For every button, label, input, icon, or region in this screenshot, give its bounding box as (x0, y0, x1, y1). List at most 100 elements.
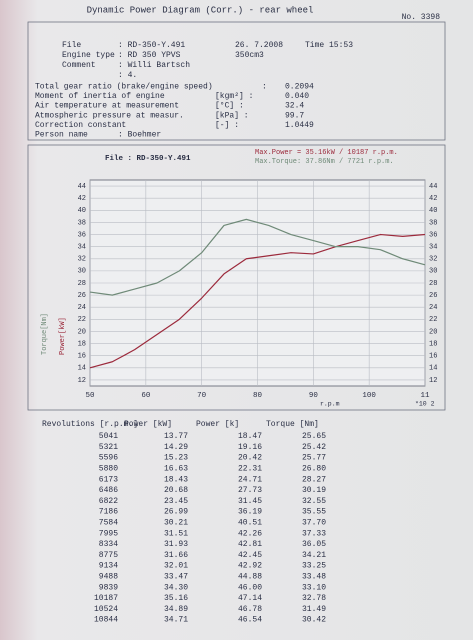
sheet-number: No. 3398 (402, 13, 441, 22)
table-cell: 26.99 (164, 508, 188, 517)
y-tick-label: 40 (78, 207, 86, 215)
table-cell: 14.29 (164, 443, 188, 452)
info-text: : Boehmer (118, 131, 161, 140)
table-cell: 22.31 (238, 465, 262, 474)
info-text: 0.2094 (285, 83, 314, 92)
table-cell: 26.80 (302, 465, 326, 474)
table-cell: 31.93 (164, 540, 188, 549)
table-cell: 30.42 (302, 616, 326, 625)
info-text: [-] : (215, 121, 239, 130)
table-cell: 7584 (99, 519, 118, 528)
series-line (89, 218, 426, 296)
table-cell: 31.51 (164, 529, 188, 538)
y2-tick-label: 28 (429, 280, 437, 288)
table-cell: 25.42 (302, 443, 326, 452)
table-cell: 7995 (99, 529, 118, 538)
table-cell: 25.77 (302, 454, 326, 463)
info-text: Atmospheric pressure at measur. (35, 111, 184, 120)
table-cell: 31.45 (238, 497, 262, 506)
column-header: Torque [Nm] (266, 420, 319, 429)
table-cell: 15.23 (164, 454, 188, 463)
x-tick-label: 60 (141, 392, 151, 400)
table-cell: 5041 (99, 432, 118, 441)
info-text: : RD-350-Y.491 (118, 41, 185, 50)
table-cell: 5321 (99, 443, 118, 452)
x-tick-label: 50 (85, 392, 95, 400)
table-cell: 31.66 (164, 551, 188, 560)
table-cell: 36.05 (302, 540, 326, 549)
table-cell: 10844 (94, 616, 118, 625)
table-cell: 46.00 (238, 583, 262, 592)
y2-tick-label: 12 (429, 377, 437, 385)
column-header: Power [k] (196, 420, 239, 429)
table-cell: 9839 (99, 583, 118, 592)
info-text: Comment (62, 61, 96, 70)
y-tick-label: 26 (78, 292, 86, 300)
table-cell: 32.01 (164, 562, 188, 571)
y-tick-label: 12 (78, 377, 86, 385)
info-text: [°C] : (215, 102, 244, 111)
y2-tick-label: 38 (429, 219, 437, 227)
y-tick-label: 14 (78, 365, 86, 373)
y2-tick-label: 42 (429, 195, 437, 203)
y-tick-label: 18 (78, 340, 86, 348)
x-tick-label: 80 (253, 392, 263, 400)
table-cell: 33.25 (302, 562, 326, 571)
table-cell: 6173 (99, 475, 118, 484)
table-cell: 47.14 (238, 594, 262, 603)
table-cell: 44.88 (238, 573, 262, 582)
table-cell: 32.78 (302, 594, 326, 603)
chart-title: File : RD-350-Y.491 (105, 155, 191, 163)
info-text: Person name (35, 131, 88, 140)
info-text: Total gear ratio (brake/engine speed) (35, 83, 213, 92)
table-cell: 35.16 (164, 594, 188, 603)
legend-entry: Max.Power = 35.16kW / 10187 r.p.m. (255, 149, 398, 157)
y-tick-label: 16 (78, 353, 86, 361)
column-header: Revolutions [r.p.m.] (42, 420, 138, 429)
table-cell: 34.30 (164, 583, 188, 592)
table-cell: 46.78 (238, 605, 262, 614)
x-tick-label: 70 (197, 392, 207, 400)
table-cell: 5596 (99, 454, 118, 463)
table-cell: 24.71 (238, 475, 262, 484)
table-cell: 10187 (94, 594, 118, 603)
y-tick-label: 24 (78, 304, 86, 312)
table-cell: 42.26 (238, 529, 262, 538)
info-text: Correction constant (35, 121, 126, 130)
y2-tick-label: 26 (429, 292, 437, 300)
table-cell: 37.33 (302, 529, 326, 538)
info-text: : Willi Bartsch (118, 61, 190, 70)
y2-tick-label: 40 (429, 207, 437, 215)
table-cell: 18.47 (238, 432, 262, 441)
info-text: : RD 350 YPVS (118, 51, 181, 60)
info-text: 26. 7.2008 (235, 41, 283, 50)
info-text: File (62, 41, 81, 50)
y2-tick-label: 36 (429, 231, 437, 239)
y2-tick-label: 44 (429, 183, 437, 191)
table-cell: 27.73 (238, 486, 262, 495)
table-cell: 37.70 (302, 519, 326, 528)
table-cell: 34.21 (302, 551, 326, 560)
table-cell: 34.89 (164, 605, 188, 614)
y2-tick-label: 14 (429, 365, 437, 373)
table-cell: 42.45 (238, 551, 262, 560)
table-cell: 9488 (99, 573, 118, 582)
table-cell: 8334 (99, 540, 118, 549)
series-line (89, 233, 426, 369)
info-text: 1.0449 (285, 121, 314, 130)
table-cell: 28.27 (302, 475, 326, 484)
y-tick-label: 28 (78, 280, 86, 288)
x-tick-label: 11 (420, 392, 430, 400)
table-cell: 19.16 (238, 443, 262, 452)
chart: File : RD-350-Y.491 Max.Power = 35.16kW /… (41, 149, 438, 408)
table-cell: 40.51 (238, 519, 262, 528)
y-tick-label: 36 (78, 231, 86, 239)
info-text: : 4. (118, 71, 137, 80)
y2-tick-label: 24 (429, 304, 437, 312)
info-text: 32.4 (285, 102, 304, 111)
table-cell: 35.55 (302, 508, 326, 517)
table-cell: 8775 (99, 551, 118, 560)
table-cell: 30.21 (164, 519, 188, 528)
y-tick-label: 30 (78, 268, 86, 276)
table-cell: 36.19 (238, 508, 262, 517)
